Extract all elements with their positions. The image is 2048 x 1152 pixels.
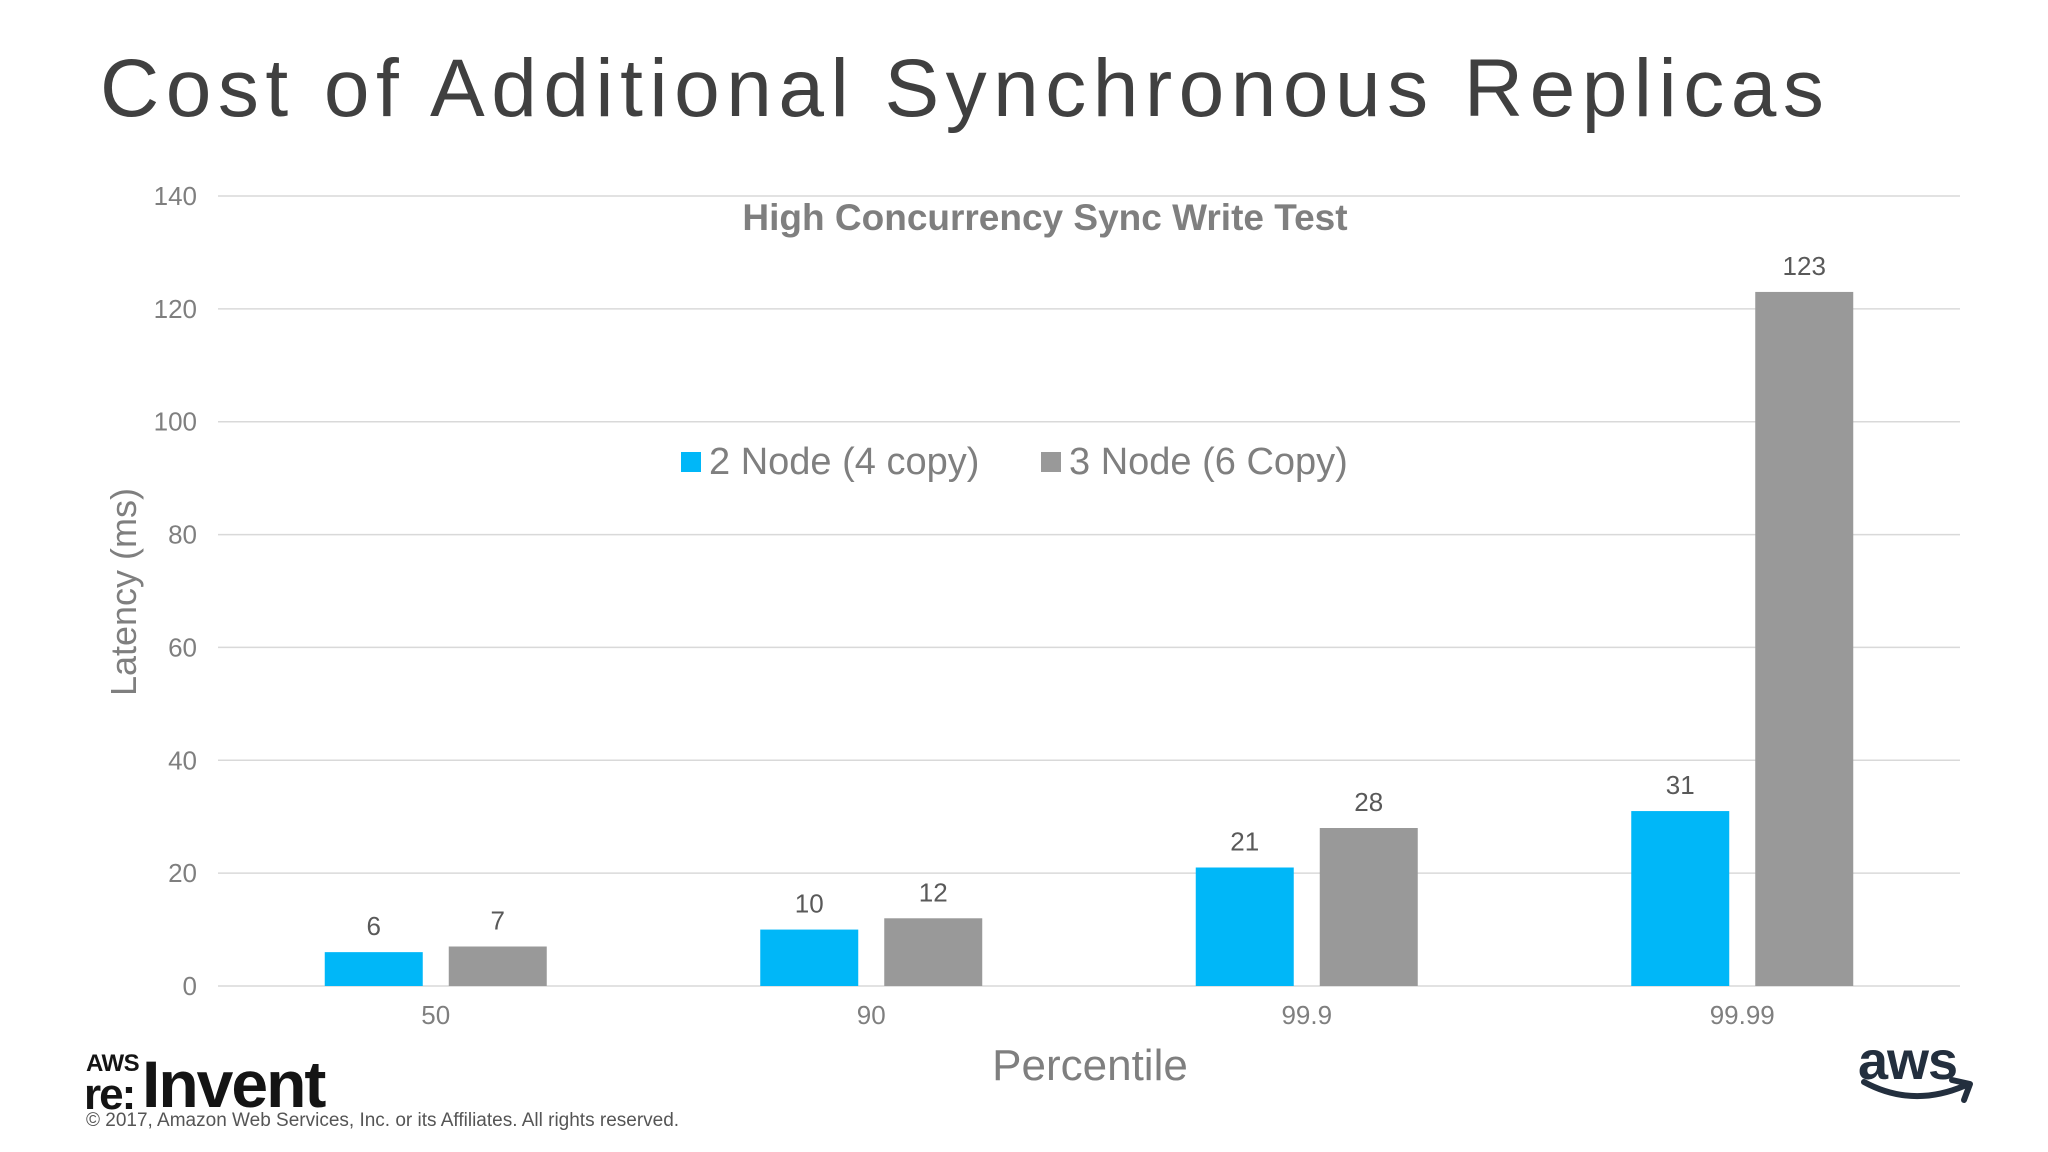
data-label-series2-2: 28 xyxy=(1354,787,1383,817)
reinvent-logo-re: re: xyxy=(84,1070,136,1119)
data-label-series2-3: 123 xyxy=(1783,251,1826,281)
bar-series2-3 xyxy=(1755,291,1854,986)
data-label-series1-0: 6 xyxy=(367,911,381,941)
bar-series1-3 xyxy=(1631,811,1730,986)
y-tick-label-20: 20 xyxy=(168,858,197,888)
x-tick-label-1: 90 xyxy=(857,1000,886,1030)
bar-series1-1 xyxy=(760,929,859,986)
data-label-series2-0: 7 xyxy=(491,906,505,936)
y-tick-label-40: 40 xyxy=(168,745,197,775)
bar-series1-2 xyxy=(1195,867,1294,986)
legend-swatch-series-2 xyxy=(1041,452,1061,472)
bar-series2-2 xyxy=(1319,828,1418,986)
reinvent-logo-aws: AWS xyxy=(86,1050,140,1077)
data-labels: 6 7 10 12 21 28 31 123 xyxy=(367,251,1826,941)
legend-label-series-1: 2 Node (4 copy) xyxy=(709,441,979,483)
aws-logo: aws xyxy=(1858,1030,1978,1110)
x-tick-label-3: 99.99 xyxy=(1710,1000,1775,1030)
data-label-series1-3: 31 xyxy=(1666,770,1695,800)
data-label-series2-1: 12 xyxy=(919,877,948,907)
x-tick-label-0: 50 xyxy=(421,1000,450,1030)
copyright-notice: © 2017, Amazon Web Services, Inc. or its… xyxy=(86,1110,680,1131)
x-axis-ticks: 50 90 99.9 99.99 xyxy=(421,1000,1775,1030)
y-tick-label-0: 0 xyxy=(183,971,197,1001)
y-tick-label-120: 120 xyxy=(154,294,197,324)
y-tick-label-140: 140 xyxy=(154,181,197,211)
aws-smile-icon xyxy=(1861,1077,1973,1103)
bar-series2-1 xyxy=(884,918,983,986)
reinvent-logo-invent: Invent xyxy=(142,1047,326,1121)
bar-series2-0 xyxy=(448,946,547,986)
legend: 2 Node (4 copy) 3 Node (6 Copy) xyxy=(681,441,1348,483)
chart-title: High Concurrency Sync Write Test xyxy=(742,197,1347,238)
y-tick-label-100: 100 xyxy=(154,407,197,437)
data-label-series1-2: 21 xyxy=(1230,827,1259,857)
legend-label-series-2: 3 Node (6 Copy) xyxy=(1069,441,1348,483)
bar-series1-0 xyxy=(324,952,423,986)
bars xyxy=(324,291,1854,986)
aws-logo-text: aws xyxy=(1858,1031,1958,1091)
reinvent-logo: AWS re: Invent xyxy=(84,1047,344,1121)
x-tick-label-2: 99.9 xyxy=(1281,1000,1332,1030)
data-label-series1-1: 10 xyxy=(795,889,824,919)
y-axis-ticks: 0 20 40 60 80 100 120 140 xyxy=(154,181,197,1001)
y-axis-label: Latency (ms) xyxy=(103,488,144,696)
x-axis-label: Percentile xyxy=(992,1041,1188,1090)
y-tick-label-80: 80 xyxy=(168,520,197,550)
slide-title: Cost of Additional Synchronous Replicas xyxy=(100,43,1831,134)
legend-swatch-series-1 xyxy=(681,452,701,472)
y-tick-label-60: 60 xyxy=(168,632,197,662)
